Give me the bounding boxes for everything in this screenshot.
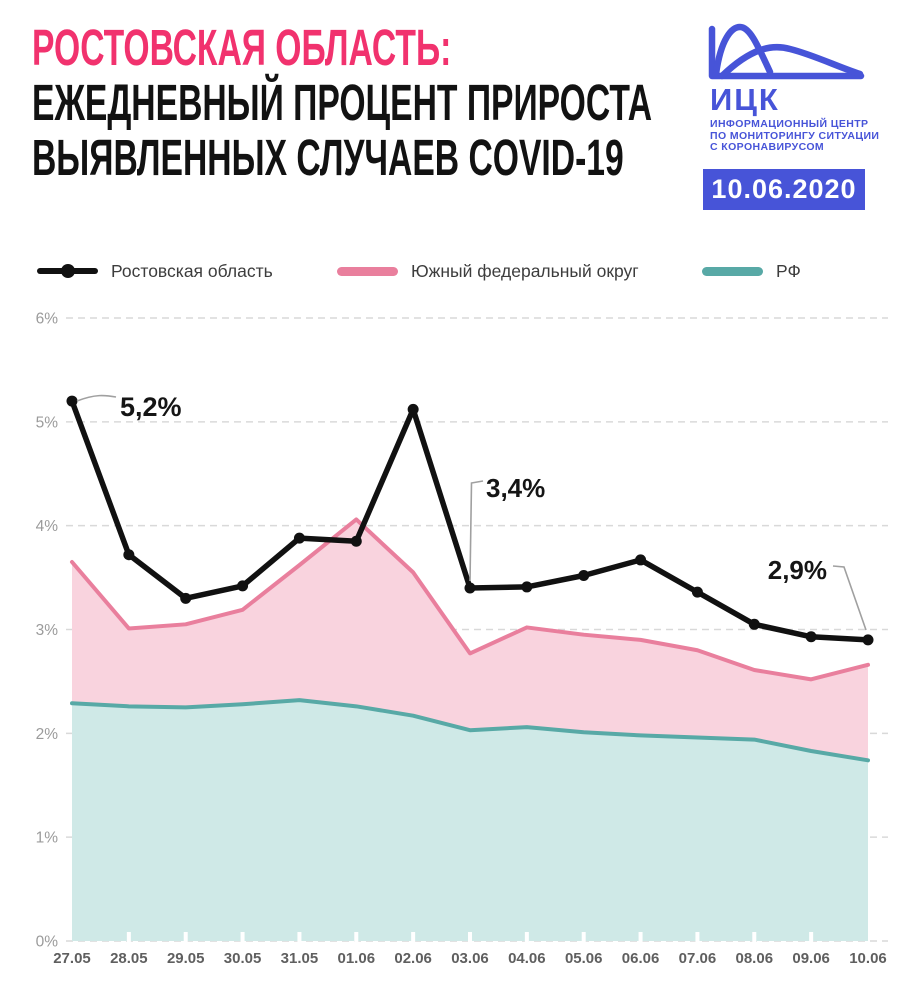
y-tick-label: 4% xyxy=(36,518,59,535)
legend-item-rostov: Ростовская область xyxy=(37,256,273,286)
x-tick-label: 29.05 xyxy=(167,950,205,967)
x-tick-label: 28.05 xyxy=(110,950,148,967)
x-tick-label: 05.06 xyxy=(565,950,603,967)
x-axis-tick xyxy=(297,932,302,942)
x-axis-tick xyxy=(354,932,359,942)
data-point xyxy=(862,634,874,646)
logo-abbr: ИЦК xyxy=(710,82,780,117)
data-point xyxy=(748,618,760,630)
x-tick-label: 06.06 xyxy=(622,950,660,967)
x-axis-tick xyxy=(752,932,757,942)
x-tick-label: 04.06 xyxy=(508,950,546,967)
data-point xyxy=(293,532,305,544)
annotation-label: 3,4% xyxy=(486,473,545,503)
chart-legend: Ростовская область Южный федеральный окр… xyxy=(0,256,906,286)
x-axis-tick xyxy=(467,932,472,942)
x-axis-tick xyxy=(411,932,416,942)
x-axis-tick xyxy=(809,932,814,942)
x-axis-tick xyxy=(638,932,643,942)
x-axis-tick xyxy=(126,932,131,942)
date-badge: 10.06.2020 xyxy=(703,169,865,210)
series-area-edge-ufo xyxy=(70,517,870,682)
x-axis-tick xyxy=(695,932,700,942)
series-area-rf xyxy=(72,700,868,941)
data-point xyxy=(237,580,249,592)
x-tick-label: 01.06 xyxy=(338,950,376,967)
logo-subtitle-line2: ПО МОНИТОРИНГУ СИТУАЦИИ xyxy=(710,129,880,142)
y-tick-label: 2% xyxy=(36,726,59,743)
x-tick-label: 27.05 xyxy=(53,950,91,967)
data-point xyxy=(578,570,590,582)
legend-item-rf: РФ xyxy=(702,256,801,286)
y-tick-label: 3% xyxy=(36,622,59,639)
x-tick-label: 09.06 xyxy=(792,950,830,967)
data-point xyxy=(350,535,362,547)
annotation-connector xyxy=(469,480,484,582)
x-axis-tick xyxy=(240,932,245,942)
x-axis-tick xyxy=(581,932,586,942)
x-tick-label: 30.05 xyxy=(224,950,262,967)
data-point xyxy=(464,582,476,594)
page-title-line2: ЕЖЕДНЕВНЫЙ ПРОЦЕНТ ПРИРОСТА xyxy=(32,74,653,131)
logo-subtitle-line1: ИНФОРМАЦИОННЫЙ ЦЕНТР xyxy=(710,118,869,130)
x-tick-label: 02.06 xyxy=(394,950,432,967)
data-point xyxy=(521,581,533,593)
data-point xyxy=(691,586,703,598)
annotation-label: 2,9% xyxy=(768,555,827,585)
annotation-connector xyxy=(76,394,117,402)
x-tick-label: 07.06 xyxy=(679,950,717,967)
x-tick-label: 31.05 xyxy=(281,950,319,967)
series-area-edge-rf xyxy=(70,698,870,763)
x-tick-label: 10.06 xyxy=(849,950,887,967)
legend-label: Ростовская область xyxy=(111,260,273,281)
y-tick-label: 5% xyxy=(36,414,59,431)
x-tick-label: 03.06 xyxy=(451,950,489,967)
logo-chart-icon xyxy=(708,23,865,80)
page-title-region: РОСТОВСКАЯ ОБЛАСТЬ: xyxy=(32,19,452,76)
y-tick-label: 6% xyxy=(36,311,59,328)
annotation-connector xyxy=(832,565,867,631)
data-point xyxy=(180,592,192,604)
logo-subtitle: ИНФОРМАЦИОННЫЙ ЦЕНТР ПО МОНИТОРИНГУ СИТУ… xyxy=(710,118,880,154)
legend-label: Южный федеральный округ xyxy=(411,260,639,281)
legend-swatch-pink-icon xyxy=(337,266,398,276)
data-point xyxy=(407,403,419,415)
x-axis-tick xyxy=(524,932,529,942)
x-tick-label: 08.06 xyxy=(736,950,774,967)
series-line-rostov xyxy=(69,398,871,643)
y-tick-label: 1% xyxy=(36,830,59,847)
data-point xyxy=(123,549,135,561)
legend-swatch-teal-icon xyxy=(702,266,763,276)
logo-subtitle-line3: С КОРОНАВИРУСОМ xyxy=(710,141,825,153)
data-point xyxy=(66,395,78,407)
x-axis-tick xyxy=(183,932,188,942)
data-point xyxy=(805,631,817,643)
y-tick-label: 0% xyxy=(36,934,59,951)
legend-item-ufo: Южный федеральный округ xyxy=(337,256,639,286)
data-point xyxy=(635,554,647,566)
legend-label: РФ xyxy=(776,260,801,281)
legend-swatch-line-icon xyxy=(37,264,98,278)
page-title-line3: ВЫЯВЛЕННЫХ СЛУЧАЕВ COVID-19 xyxy=(32,129,624,186)
annotation-label: 5,2% xyxy=(120,392,182,422)
